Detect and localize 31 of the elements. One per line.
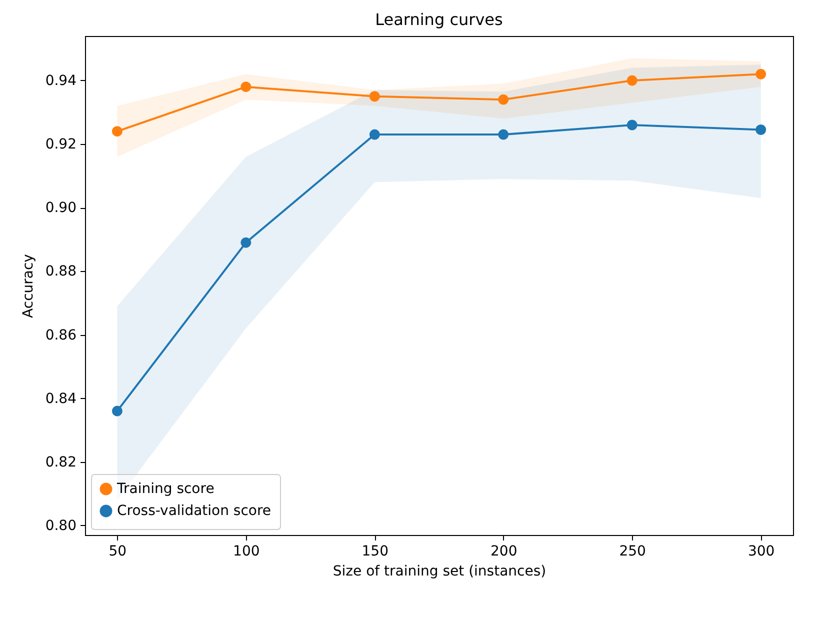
point (626, 120, 638, 130)
point (240, 237, 252, 248)
legend-label: Cross-validation score (117, 503, 272, 519)
x-tick-label: 200 (490, 544, 518, 560)
x-tick-label: 100 (233, 544, 260, 560)
point (626, 75, 638, 86)
x-tick-label: 50 (108, 544, 127, 560)
y-tick-label: 0.88 (45, 264, 76, 280)
y-tick-label: 0.80 (45, 518, 76, 534)
point (369, 91, 380, 102)
y-tick-label: 0.84 (45, 390, 77, 407)
x-tick-label: 150 (362, 544, 389, 560)
x-tick-label: 250 (619, 544, 646, 560)
y-tick-label: 0.92 (45, 136, 76, 153)
point (756, 68, 766, 80)
y-tick-label: 0.94 (45, 72, 77, 89)
point (240, 82, 252, 92)
chart-title: Learning curves (375, 10, 503, 29)
point (498, 129, 509, 140)
y-tick-label: 0.82 (45, 454, 76, 470)
point (756, 124, 766, 135)
x-axis-title: Size of training set (instances) (332, 564, 546, 580)
x-tick-label: 300 (748, 544, 775, 560)
point (498, 94, 509, 105)
y-axis-title: Accuracy (20, 254, 36, 318)
point (112, 406, 122, 416)
point (369, 129, 380, 140)
point (112, 126, 122, 137)
y-tick-label: 0.90 (45, 200, 76, 216)
legend-label: Training score (116, 481, 214, 497)
y-tick-label: 0.86 (45, 327, 77, 344)
